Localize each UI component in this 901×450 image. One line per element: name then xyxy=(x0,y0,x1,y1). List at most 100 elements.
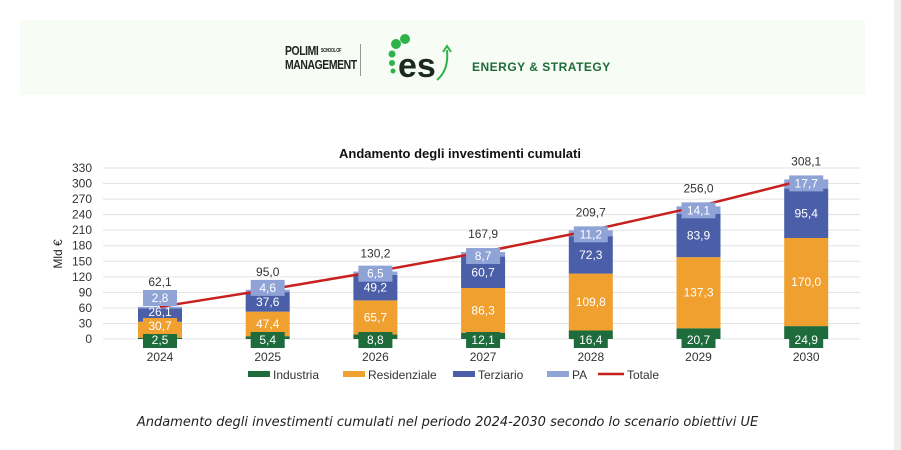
data-label-terziario: 49,2 xyxy=(364,281,388,295)
data-label-pa: 2,8 xyxy=(152,291,169,305)
y-tick-label: 240 xyxy=(72,208,92,222)
legend-label-totale: Totale xyxy=(627,368,659,382)
polimi-line2: MANAGEMENT xyxy=(285,57,357,72)
bar-residenziale-2030 xyxy=(784,238,829,327)
scrollbar[interactable] xyxy=(894,0,901,450)
legend-swatch-industria xyxy=(248,371,270,377)
data-label-pa: 17,7 xyxy=(795,176,819,190)
data-label-box xyxy=(143,318,177,334)
polimi-line1: POLIMI xyxy=(285,43,319,58)
data-label-terziario: 60,7 xyxy=(471,265,495,279)
data-label-residenziale: 86,3 xyxy=(471,303,495,317)
data-label-industria: 24,9 xyxy=(795,333,819,347)
x-tick-label: 2024 xyxy=(147,350,174,364)
data-label-box xyxy=(789,332,824,348)
data-label-box xyxy=(143,290,177,306)
y-tick-label: 180 xyxy=(72,239,92,253)
bar-residenziale-2028 xyxy=(568,273,613,331)
y-tick-label: 330 xyxy=(72,161,92,175)
data-label-box xyxy=(358,265,393,282)
y-tick-label: 0 xyxy=(85,332,92,346)
data-label-residenziale: 47,4 xyxy=(256,317,280,331)
data-label-industria: 5,4 xyxy=(259,333,276,347)
polimi-small: SCHOOL OF xyxy=(320,48,342,54)
y-axis-label: Mld € xyxy=(51,239,65,269)
es-logo: es xyxy=(388,34,452,85)
data-label-box xyxy=(358,332,393,348)
data-label-pa: 4,6 xyxy=(259,281,276,295)
y-tick-label: 210 xyxy=(72,223,92,237)
y-tick-label: 90 xyxy=(79,285,93,299)
data-label-terziario: 95,4 xyxy=(795,206,819,220)
header-banner xyxy=(20,20,865,95)
data-label-industria: 8,8 xyxy=(367,333,384,347)
y-tick-label: 30 xyxy=(79,316,93,330)
data-label-box xyxy=(573,226,608,243)
stacked-bar-chart: Andamento degli investimenti cumulati Ml… xyxy=(51,146,860,382)
bar-terziario-2030 xyxy=(784,188,829,239)
data-label-terziario: 72,3 xyxy=(579,248,603,262)
x-tick-label: 2028 xyxy=(577,350,604,364)
legend-label-industria: Industria xyxy=(273,368,319,382)
data-label-pa: 8,7 xyxy=(475,249,492,263)
x-tick-label: 2027 xyxy=(470,350,497,364)
bar-terziario-2025 xyxy=(245,292,290,312)
logo-divider xyxy=(360,44,361,76)
legend-label-pa: PA xyxy=(572,368,587,382)
data-label-box xyxy=(250,279,285,296)
bar-residenziale-2029 xyxy=(676,257,721,329)
data-label-residenziale: 137,3 xyxy=(683,286,713,300)
data-label-industria: 16,4 xyxy=(579,333,603,347)
data-label-pa: 11,2 xyxy=(580,227,603,241)
total-label: 308,1 xyxy=(791,154,821,168)
y-tick-label: 270 xyxy=(72,192,92,206)
data-label-box xyxy=(143,332,177,348)
bar-terziario-2028 xyxy=(568,236,613,274)
x-tick-label: 2029 xyxy=(685,350,712,364)
data-label-pa: 6,5 xyxy=(367,267,384,281)
data-label-box xyxy=(789,175,824,192)
legend-label-residenziale: Residenziale xyxy=(368,368,437,382)
x-tick-label: 2026 xyxy=(362,350,389,364)
total-label: 167,9 xyxy=(468,227,498,241)
y-tick-label: 60 xyxy=(79,301,93,315)
data-label-box xyxy=(573,332,608,348)
x-tick-label: 2025 xyxy=(254,350,281,364)
data-label-residenziale: 109,8 xyxy=(576,295,606,309)
data-label-pa: 14,1 xyxy=(687,203,711,217)
bar-residenziale-2026 xyxy=(353,300,398,335)
y-tick-label: 120 xyxy=(72,270,92,284)
legend-swatch-pa xyxy=(547,371,569,377)
bar-residenziale-2027 xyxy=(461,288,506,333)
total-label: 62,1 xyxy=(148,275,172,289)
legend-label-terziario: Terziario xyxy=(478,368,524,382)
chart-title: Andamento degli investimenti cumulati xyxy=(339,146,581,161)
data-label-box xyxy=(250,332,285,348)
total-label: 209,7 xyxy=(576,205,606,219)
data-label-box xyxy=(681,332,716,348)
data-label-terziario: 37,6 xyxy=(256,295,280,309)
legend-swatch-terziario xyxy=(453,371,475,377)
bar-terziario-2029 xyxy=(676,213,721,258)
bar-pa-2024 xyxy=(138,306,182,309)
data-label-industria: 2,5 xyxy=(152,333,169,347)
energy-strategy-name: ENERGY & STRATEGY xyxy=(472,60,611,74)
data-label-industria: 20,7 xyxy=(687,333,711,347)
data-label-box xyxy=(681,202,716,219)
polimi-logo: POLIMI SCHOOL OF MANAGEMENT xyxy=(285,44,357,72)
x-tick-label: 2030 xyxy=(793,350,820,364)
data-label-terziario: 26,1 xyxy=(148,305,172,319)
total-label: 130,2 xyxy=(360,247,390,261)
y-tick-label: 300 xyxy=(72,177,92,191)
figure-caption: Andamento degli investimenti cumulati ne… xyxy=(136,415,759,430)
data-label-box xyxy=(466,332,501,348)
es-logo-text: es xyxy=(398,47,436,85)
data-label-residenziale: 30,7 xyxy=(148,319,172,333)
data-label-industria: 12,1 xyxy=(471,333,495,347)
y-tick-label: 150 xyxy=(72,254,92,268)
total-label: 95,0 xyxy=(256,265,280,279)
data-label-residenziale: 170,0 xyxy=(791,275,821,289)
data-label-box xyxy=(466,248,501,265)
data-label-terziario: 83,9 xyxy=(687,228,711,242)
data-label-residenziale: 65,7 xyxy=(364,310,388,324)
